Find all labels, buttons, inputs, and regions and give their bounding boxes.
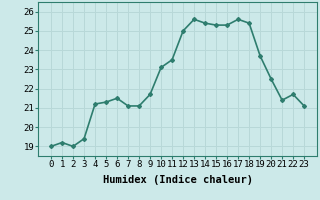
X-axis label: Humidex (Indice chaleur): Humidex (Indice chaleur) — [103, 175, 252, 185]
